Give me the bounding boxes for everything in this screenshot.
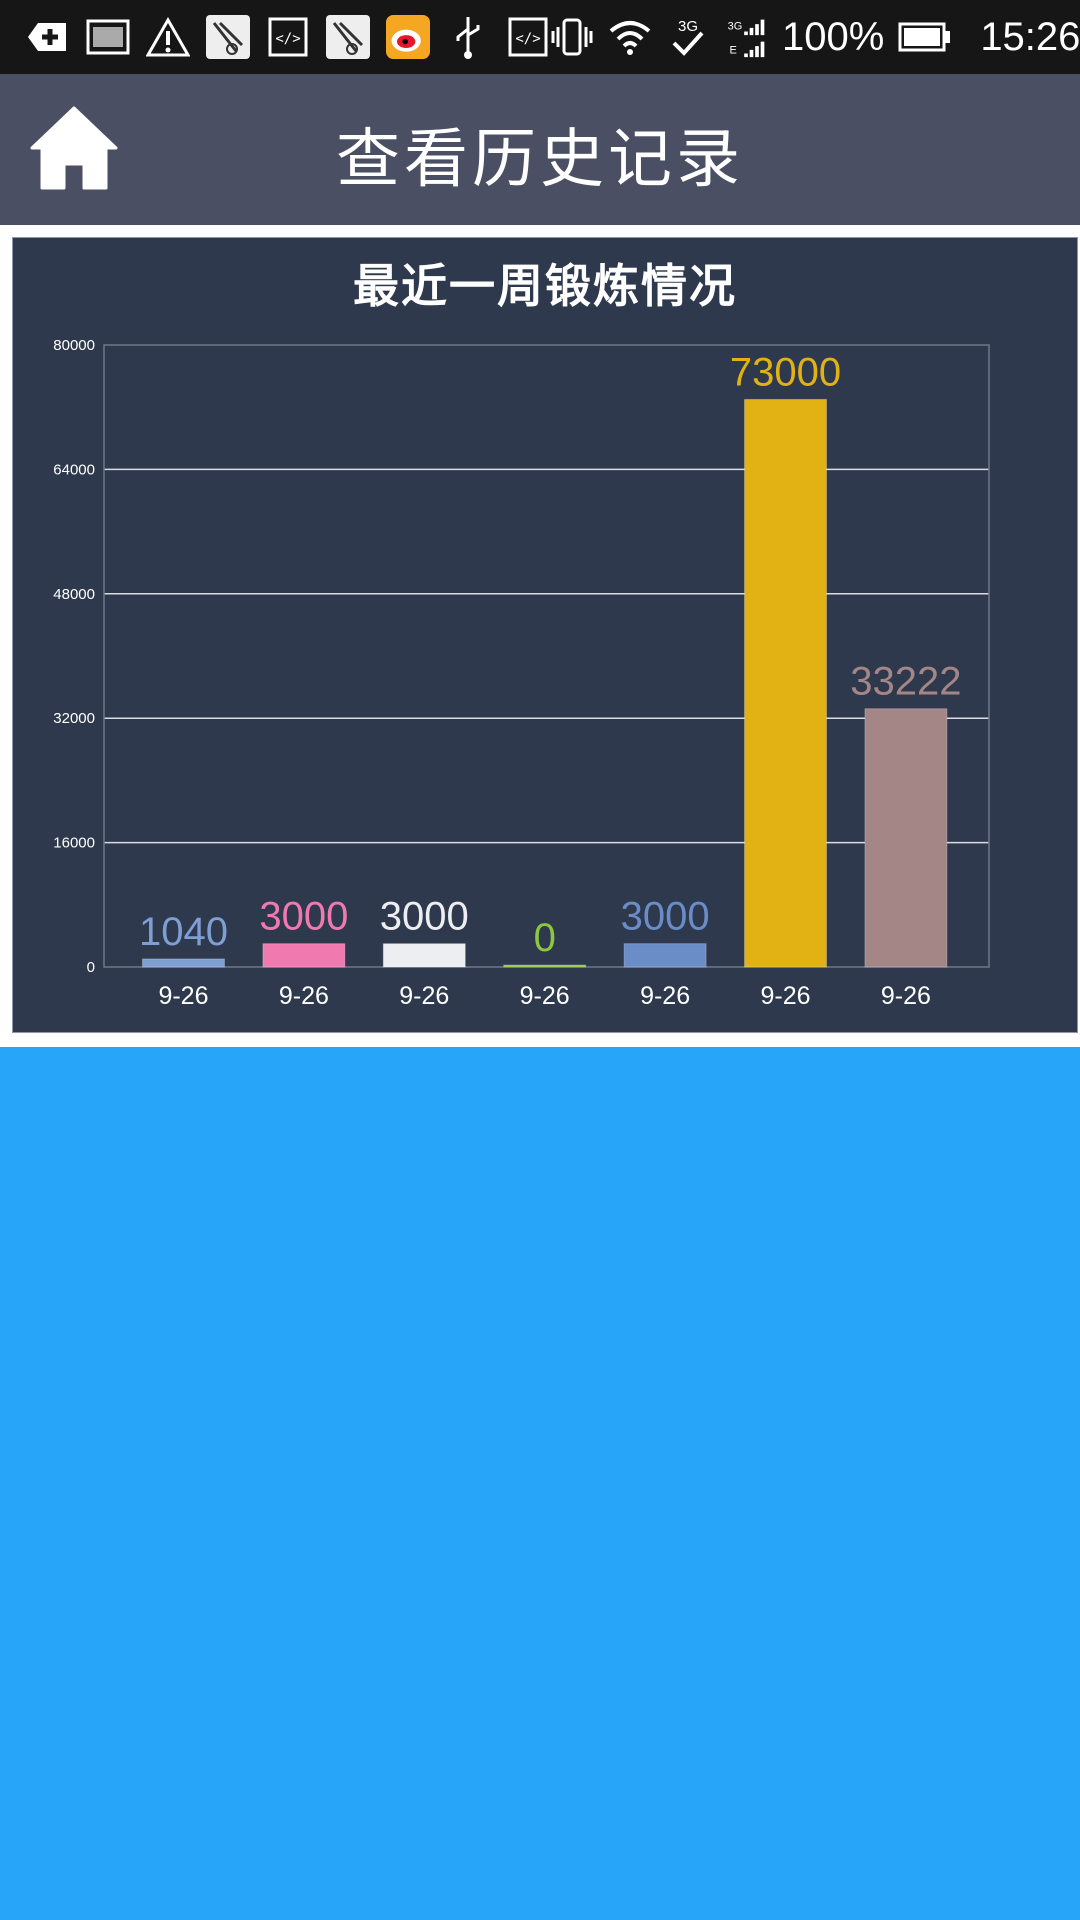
battery-percent: 100% [782,14,885,59]
bar-value-label: 3000 [621,895,710,939]
battery-icon [898,15,952,59]
network-type-label: 3G [678,18,698,35]
bar [864,708,948,968]
image-icon [86,15,130,59]
bar [744,398,828,968]
y-tick-label: 64000 [53,461,95,478]
signal-icon: 3G E [724,15,768,59]
bar [141,958,225,968]
bar-chart: 0 16000 32000 48000 64000 80000 1040 9-26 3000 9-… [53,337,990,1010]
svg-text:E: E [730,45,737,57]
svg-text:</>: </> [275,31,300,47]
bar-value-label: 3000 [380,895,469,939]
home-button[interactable] [30,104,118,192]
x-tick-label: 9-26 [279,982,329,1010]
clock: 15:26 [980,14,1080,59]
chart-title: 最近一周锻炼情况 [353,259,737,313]
bar-value-label: 1040 [139,910,228,954]
x-tick-label: 9-26 [520,982,570,1010]
code-icon: </> [266,15,310,59]
bar-value-label: 0 [534,916,556,960]
bar-value-label: 33222 [850,660,961,704]
notification-icons: </> </> [0,15,550,59]
system-icons: 3G 3G E 100% 15:26 [550,15,1080,60]
y-tick-label: 16000 [53,835,95,852]
chart-panel: 最近一周锻炼情况 0 16000 32000 48000 64000 80000 1040 9… [12,237,1078,1033]
home-icon [30,106,118,190]
bar-value-label: 3000 [259,895,348,939]
content-area [0,1047,1080,1920]
warning-icon [146,15,190,59]
x-tick-label: 9-26 [881,982,931,1010]
code-icon: </> [506,15,550,59]
bar-value-label: 73000 [730,350,841,394]
x-tick-label: 9-26 [158,982,208,1010]
app-icon [326,15,370,59]
plot-frame [103,344,990,968]
chart-container: 最近一周锻炼情况 0 16000 32000 48000 64000 80000 1040 9… [0,225,1080,1047]
usb-icon [446,15,490,59]
bar [503,964,587,968]
weibo-icon [386,15,430,59]
app-header: 查看历史记录 [0,74,1080,225]
svg-text:3G: 3G [728,21,743,33]
x-tick-label: 9-26 [760,982,810,1010]
bar [382,943,466,968]
y-tick-label: 0 [87,959,95,976]
app-icon [206,15,250,59]
add-icon [26,15,70,59]
sync-icon: 3G [666,15,710,59]
y-tick-label: 48000 [53,586,95,603]
vibrate-icon [550,15,594,59]
page-title: 查看历史记录 [336,123,744,197]
x-tick-label: 9-26 [399,982,449,1010]
bar [623,943,707,968]
wifi-icon [608,15,652,59]
y-tick-label: 32000 [53,710,95,727]
bar [262,943,346,968]
y-tick-label: 80000 [53,337,95,354]
x-tick-label: 9-26 [640,982,690,1010]
status-bar: </> </> 3G 3G E 100% 15:26 [0,0,1080,74]
svg-text:</>: </> [515,31,540,47]
